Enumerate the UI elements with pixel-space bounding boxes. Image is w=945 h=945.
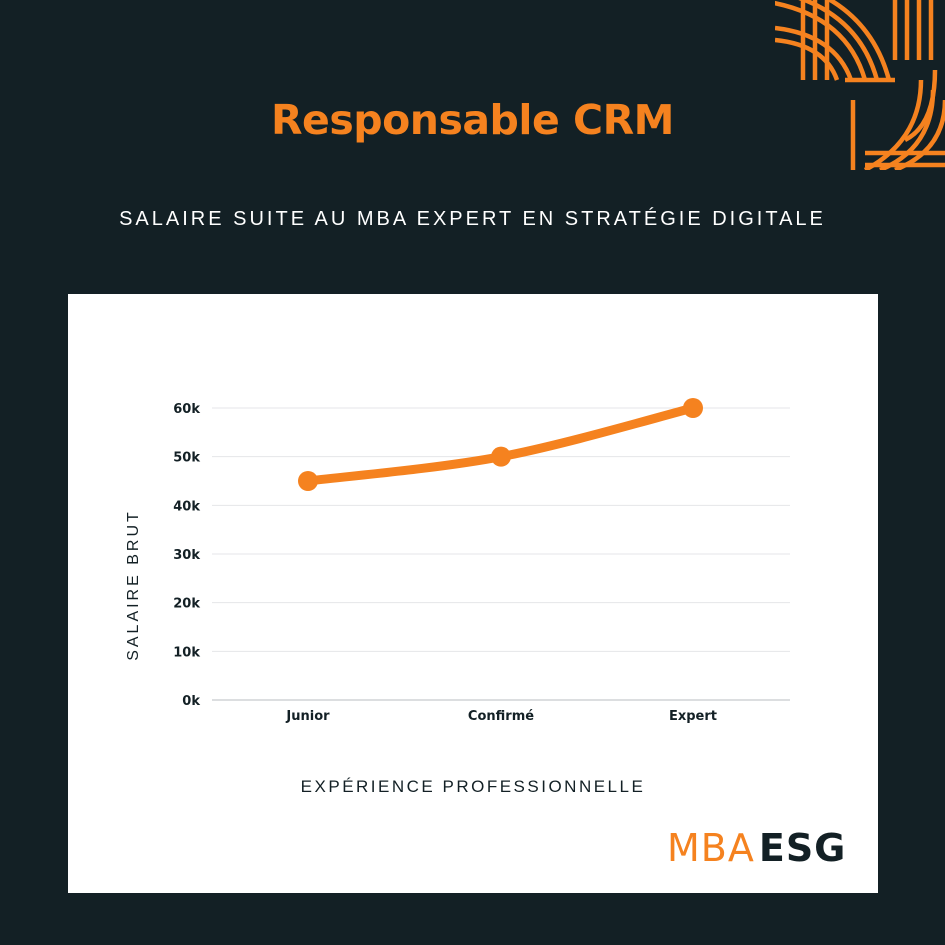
data-point <box>683 398 703 418</box>
y-tick-label: 30k <box>173 548 200 563</box>
x-tick-label: Expert <box>669 709 717 724</box>
logo-esg-text: ESG <box>758 826 847 870</box>
x-axis-label: EXPÉRIENCE PROFESSIONNELLE <box>300 777 646 796</box>
y-tick-label: 50k <box>173 451 200 466</box>
y-tick-label: 10k <box>173 645 200 660</box>
mba-esg-logo: MBA ESG <box>667 826 846 870</box>
y-tick-label: 0k <box>182 694 200 709</box>
logo-mba-text: MBA <box>667 826 755 870</box>
y-tick-label: 60k <box>173 402 200 417</box>
y-axis-label: SALAIRE BRUT <box>125 509 142 661</box>
series-line <box>303 403 698 486</box>
salary-line-chart: 0k 10k 20k 30k 40k 50k 60k Junior Confirmé Expert <box>173 398 790 724</box>
y-tick-label: 20k <box>173 597 200 612</box>
chart-card: 0k 10k 20k 30k 40k 50k 60k Junior Confirmé Expert <box>68 294 878 893</box>
page-subtitle: SALAIRE SUITE AU MBA EXPERT EN STRATÉGIE… <box>119 208 826 230</box>
data-point <box>491 446 511 467</box>
page-title: Responsable CRM <box>270 96 675 144</box>
striped-arc-pattern-icon <box>775 0 945 170</box>
x-tick-label: Confirmé <box>468 709 534 724</box>
data-point <box>298 471 318 491</box>
x-tick-label: Junior <box>285 709 330 724</box>
y-tick-label: 40k <box>173 499 200 514</box>
